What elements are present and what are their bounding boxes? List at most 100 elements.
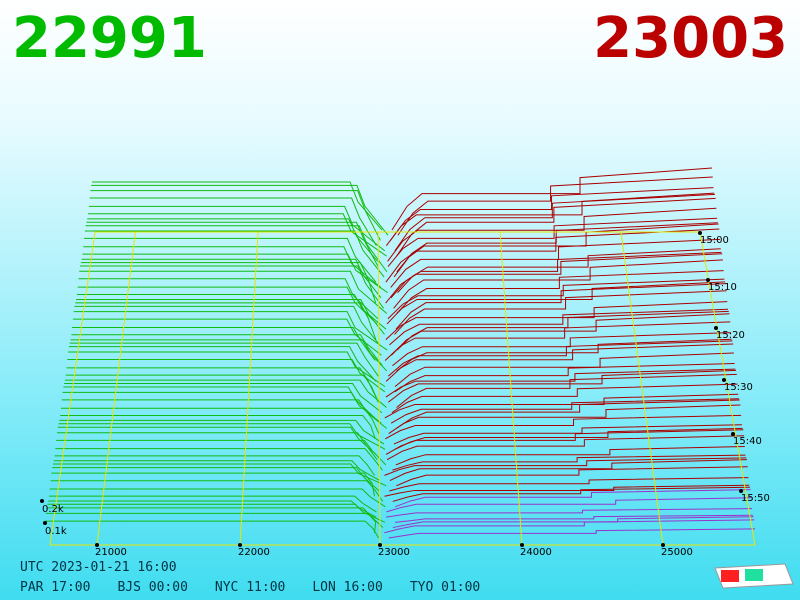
ask-depth-line: [394, 193, 715, 252]
ask-depth-line: [396, 399, 740, 429]
ask-depth-line: [387, 369, 737, 403]
clock: PAR 17:00: [20, 580, 91, 595]
depth-label: 0.1k: [45, 526, 67, 537]
bid-depth-line: [55, 448, 383, 471]
ask-depth-line: [395, 283, 726, 330]
bid-depth-line: [71, 334, 383, 367]
tick-dot: [238, 543, 242, 547]
ask-depth-line: [386, 497, 752, 513]
bid-depth-line: [79, 270, 388, 314]
ask-depth-line: [394, 363, 735, 393]
ask-depth-line: [393, 259, 723, 309]
bid-depth-line: [72, 327, 376, 361]
ask-depth-line: [397, 176, 713, 236]
ask-depth-line: [391, 313, 730, 356]
ask-depth-line: [389, 477, 749, 492]
ask-depth-line: [385, 253, 723, 304]
bid-depth-line: [90, 190, 381, 241]
ask-depth-line: [387, 340, 733, 377]
bid-depth-line: [56, 439, 387, 466]
bid-depth-line: [86, 221, 379, 267]
bid-depth-line: [45, 520, 380, 539]
ask-depth-line: [384, 519, 755, 534]
ask-depth-line: [393, 223, 719, 278]
bid-depth-line: [80, 265, 385, 309]
ask-depth-line: [385, 228, 720, 283]
bid-depth-line: [62, 391, 382, 424]
clock: LON 16:00: [312, 580, 383, 595]
bid-depth-line: [85, 225, 388, 273]
bid-depth-line: [48, 495, 377, 513]
tick-dot: [722, 378, 726, 382]
bid-depth-line: [56, 432, 378, 460]
bid-depth-line: [72, 318, 382, 356]
tick-dot: [43, 521, 47, 525]
ask-depth-line: [385, 429, 744, 455]
ask-depth-line: [384, 321, 731, 361]
clock: NYC 11:00: [214, 580, 286, 595]
bid-depth-line: [83, 246, 382, 288]
bid-depth-line: [92, 181, 383, 231]
bid-depth-line: [76, 299, 385, 335]
bid-depth-line: [84, 230, 385, 278]
bid-depth-line: [69, 342, 379, 377]
bid-depth-line: [91, 184, 389, 236]
tick-dot: [520, 543, 524, 547]
ask-depth-line: [396, 338, 732, 372]
tick-dot: [378, 543, 382, 547]
bid-depth-line: [63, 386, 376, 419]
ask-depth-line: [389, 459, 747, 482]
tick-dot: [95, 543, 99, 547]
ask-depth-line: [395, 489, 751, 508]
ask-depth-line: [396, 373, 737, 408]
time-label: 15:40: [733, 436, 762, 447]
ask-depth-line: [396, 466, 748, 487]
bid-depth-line: [64, 382, 383, 414]
bid-depth-line: [77, 286, 378, 325]
bid-depth-line: [67, 359, 386, 393]
grid-line: [377, 231, 381, 546]
ask-depth-line: [388, 404, 741, 435]
bid-depth-line: [48, 500, 377, 518]
bid-depth-line: [78, 278, 379, 320]
ask-depth-line: [396, 197, 716, 257]
ask-depth-line: [387, 217, 718, 267]
ask-depth-line: [389, 187, 714, 241]
bid-depth-line: [59, 419, 385, 445]
ask-depth-line: [388, 528, 756, 539]
world-clocks: PAR 17:00 BJS 00:00 NYC 11:00 LON 16:00 TYO …: [20, 580, 507, 595]
bid-depth-line: [50, 480, 384, 502]
ask-depth-line: [392, 454, 746, 471]
bid-depth-line: [49, 488, 386, 508]
tick-dot: [661, 543, 665, 547]
tick-dot: [731, 432, 735, 436]
bid-depth-line: [76, 293, 387, 330]
ask-depth-line: [395, 446, 745, 466]
grid-line: [96, 231, 136, 546]
bid-depth-line: [65, 374, 379, 403]
ask-depth-line: [384, 484, 750, 497]
bid-depth-line: [64, 379, 387, 408]
ask-price: 23003: [593, 6, 788, 71]
ask-depth-line: [390, 251, 722, 299]
ask-depth-line: [385, 414, 742, 440]
ask-depth-line: [394, 514, 753, 523]
bid-depth-line: [60, 414, 376, 439]
ask-depth-line: [391, 383, 738, 414]
bid-depth-line: [70, 339, 388, 372]
bid-depth-line: [52, 463, 387, 487]
bid-depth-line: [46, 507, 384, 528]
tick-dot: [739, 489, 743, 493]
price-label: 21000: [95, 547, 127, 558]
price-label: 22000: [238, 547, 270, 558]
ask-depth-line: [391, 167, 713, 231]
ask-depth-line: [384, 457, 747, 476]
ask-depth-line: [392, 332, 731, 367]
time-label: 15:10: [708, 282, 737, 293]
floor-frame: [49, 231, 756, 546]
ask-depth-line: [390, 238, 721, 288]
ask-depth-line: [387, 207, 717, 262]
bid-depth-line: [57, 426, 377, 455]
time-label: 15:00: [700, 235, 729, 246]
